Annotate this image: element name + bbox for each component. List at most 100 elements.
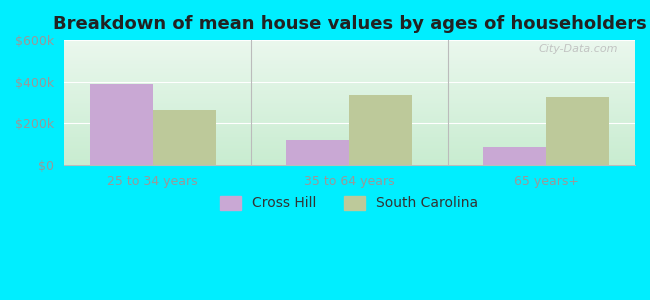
Bar — [64, 66, 635, 67]
Bar — [64, 83, 635, 84]
Bar — [64, 52, 635, 53]
Bar — [64, 91, 635, 92]
Bar — [64, 163, 635, 164]
Bar — [64, 72, 635, 73]
Bar — [64, 162, 635, 163]
Bar — [64, 112, 635, 113]
Bar — [64, 93, 635, 94]
Bar — [64, 115, 635, 116]
Bar — [64, 117, 635, 118]
Bar — [64, 61, 635, 62]
Bar — [64, 84, 635, 85]
Bar — [64, 126, 635, 127]
Bar — [64, 137, 635, 138]
Bar — [64, 49, 635, 50]
Bar — [64, 65, 635, 66]
Bar — [64, 133, 635, 134]
Bar — [64, 100, 635, 101]
Bar — [64, 118, 635, 119]
Bar — [64, 105, 635, 106]
Bar — [64, 58, 635, 59]
Bar — [64, 106, 635, 107]
Bar — [64, 152, 635, 153]
Bar — [64, 62, 635, 63]
Bar — [64, 45, 635, 46]
Bar — [64, 102, 635, 103]
Bar — [64, 97, 635, 98]
Bar — [64, 86, 635, 87]
Bar — [64, 57, 635, 58]
Bar — [64, 48, 635, 49]
Bar — [64, 64, 635, 65]
Bar — [64, 55, 635, 56]
Bar — [64, 63, 635, 64]
Bar — [64, 59, 635, 60]
Bar — [64, 140, 635, 141]
Bar — [64, 110, 635, 111]
Bar — [64, 107, 635, 108]
Bar — [64, 139, 635, 140]
Bar — [64, 82, 635, 83]
Bar — [64, 120, 635, 121]
Bar — [64, 81, 635, 82]
Bar — [64, 122, 635, 123]
Bar — [64, 149, 635, 150]
Bar — [64, 76, 635, 77]
Bar — [64, 87, 635, 88]
Bar — [64, 85, 635, 86]
Bar — [350, 95, 412, 165]
Bar — [64, 138, 635, 139]
Bar — [64, 50, 635, 51]
Bar — [64, 136, 635, 137]
Bar — [64, 75, 635, 76]
Bar — [64, 121, 635, 122]
Bar — [64, 104, 635, 105]
Bar — [64, 141, 635, 142]
Bar — [483, 147, 546, 165]
Bar — [64, 132, 635, 133]
Bar — [64, 88, 635, 89]
Bar — [64, 67, 635, 68]
Bar — [64, 80, 635, 81]
Bar — [64, 147, 635, 148]
Bar — [64, 128, 635, 129]
Title: Breakdown of mean house values by ages of householders: Breakdown of mean house values by ages o… — [53, 15, 646, 33]
Bar — [64, 68, 635, 69]
Bar — [64, 146, 635, 147]
Bar — [64, 151, 635, 152]
Bar — [64, 134, 635, 135]
Bar — [64, 142, 635, 143]
Bar — [153, 110, 216, 165]
Bar — [64, 41, 635, 42]
Bar — [64, 124, 635, 125]
Bar — [64, 103, 635, 104]
Bar — [64, 111, 635, 112]
Bar — [287, 140, 350, 165]
Bar — [64, 60, 635, 61]
Bar — [64, 71, 635, 72]
Bar — [64, 92, 635, 93]
Bar — [64, 77, 635, 78]
Bar — [64, 94, 635, 95]
Bar — [90, 84, 153, 165]
Bar — [64, 123, 635, 124]
Bar — [64, 44, 635, 45]
Bar — [64, 114, 635, 115]
Bar — [64, 144, 635, 145]
Bar — [64, 159, 635, 160]
Bar — [64, 70, 635, 71]
Bar — [64, 101, 635, 102]
Bar — [64, 119, 635, 120]
Bar — [546, 97, 609, 165]
Bar — [64, 157, 635, 158]
Bar — [64, 40, 635, 41]
Bar — [64, 143, 635, 144]
Bar — [64, 131, 635, 132]
Bar — [64, 145, 635, 146]
Bar — [64, 78, 635, 79]
Text: City-Data.com: City-Data.com — [538, 44, 618, 54]
Bar — [64, 135, 635, 136]
Bar — [64, 116, 635, 117]
Bar — [64, 42, 635, 43]
Bar — [64, 158, 635, 159]
